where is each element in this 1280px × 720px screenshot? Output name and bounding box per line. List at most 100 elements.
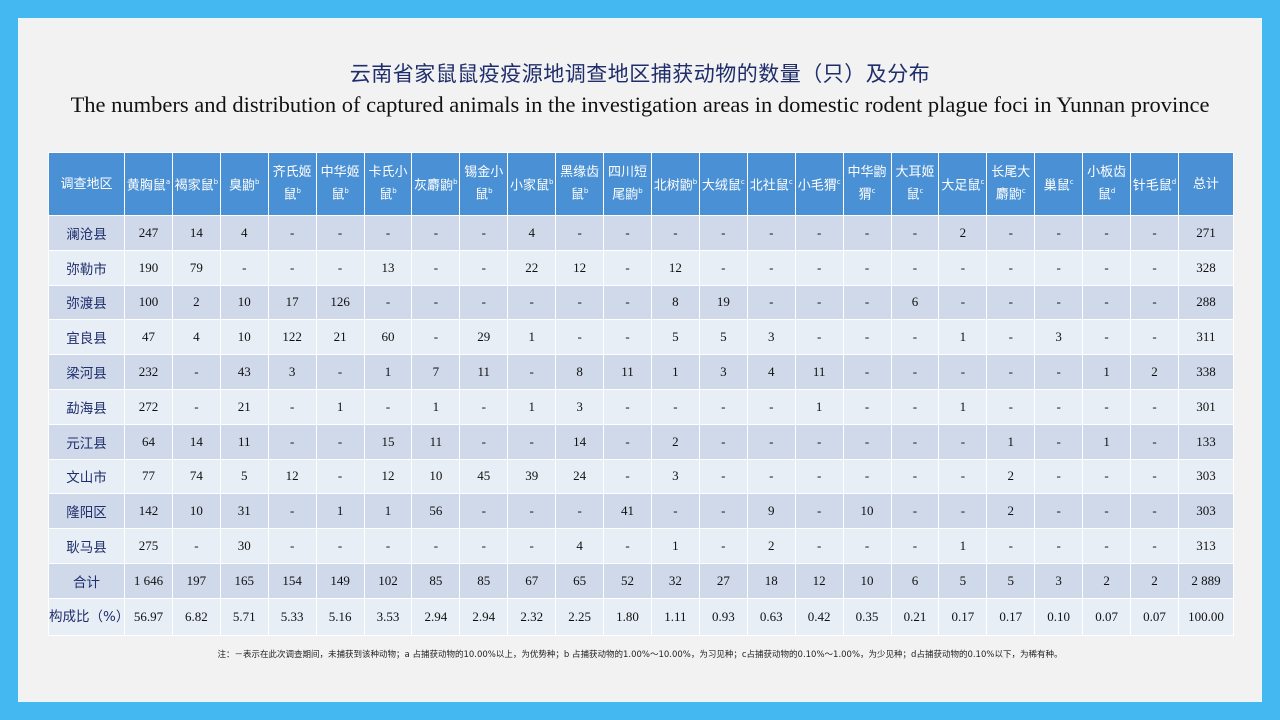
table-cell: - (986, 319, 1036, 356)
table-cell: - (459, 493, 509, 530)
row-total-cell: 313 (1177, 528, 1234, 564)
table-cell: 0.07 (1082, 597, 1132, 636)
header-species: 针毛鼠d (1130, 152, 1179, 216)
table-cell: 1 (1082, 423, 1132, 460)
table-cell: - (1130, 458, 1179, 495)
table-cell: - (698, 458, 748, 495)
table-cell: 2.32 (507, 597, 557, 636)
table-cell: 3.53 (363, 597, 413, 636)
table-cell: - (986, 284, 1036, 321)
species-frequency-marker: b (296, 187, 301, 196)
table-cell: 232 (124, 354, 173, 390)
species-frequency-marker: b (392, 187, 397, 196)
table-cell: 10 (219, 319, 269, 356)
table-cell: - (842, 388, 892, 425)
species-name: 小板齿鼠 (1087, 165, 1127, 203)
data-table-container: 调查地区 黄胸鼠a 褐家鼠b 臭鼩b 齐氏姬鼠b 中华姬鼠b 卡氏小鼠b 灰麝鼩b 锡金小鼠b 小… (48, 152, 1234, 636)
table-cell: 2.25 (555, 597, 605, 636)
table-row: 澜沧县 247 14 4- - - - -4- - - - - - - -2- - - -271 (48, 215, 1234, 251)
table-cell: 1 (363, 354, 413, 390)
table-cell: 2 (1082, 562, 1132, 599)
table-cell: - (842, 319, 892, 356)
table-cell: - (842, 215, 892, 251)
species-frequency-marker: d (1171, 177, 1177, 186)
table-cell: - (363, 215, 413, 251)
species-frequency-marker: b (638, 187, 643, 196)
table-body: 澜沧县 247 14 4- - - - -4- - - - - - - -2- - - -271 弥勒市 190 79-… (48, 215, 1234, 636)
table-cell: - (746, 215, 796, 251)
table-cell: 39 (507, 458, 557, 495)
table-row: 耿马县 275-30- - - - - -4-1-2- - -1- - - -313 (48, 528, 1234, 564)
table-cell: - (890, 249, 940, 286)
table-cell: - (459, 528, 509, 564)
row-region-label: 澜沧县 (48, 215, 125, 251)
row-total-cell: 288 (1177, 284, 1234, 321)
species-name: 大足鼠 (941, 178, 981, 194)
table-cell: 149 (315, 562, 365, 599)
table-cell: - (890, 493, 940, 530)
species-frequency-marker: c (919, 187, 924, 196)
table-cell: 56 (411, 493, 461, 530)
table-cell: 85 (459, 562, 509, 599)
table-cell: 32 (650, 562, 700, 599)
species-frequency-marker: b (692, 177, 698, 186)
table-row: 元江县 64 14 11- -15 11- -14-2- - - - - -1-1-133 (48, 423, 1234, 460)
table-cell: 0.63 (746, 597, 796, 636)
row-total-cell: 271 (1177, 215, 1234, 251)
table-cell: 9 (746, 493, 796, 530)
table-cell: 29 (459, 319, 509, 356)
table-cell: - (315, 423, 365, 460)
table-cell: - (411, 284, 461, 321)
table-cell: 43 (219, 354, 269, 390)
table-cell: 5 (986, 562, 1036, 599)
table-cell: - (890, 215, 940, 251)
table-cell: 1 (938, 388, 988, 425)
table-cell: 1.80 (603, 597, 652, 636)
table-cell: - (746, 458, 796, 495)
table-cell: - (1034, 493, 1084, 530)
table-cell: 0.10 (1034, 597, 1084, 636)
table-cell: - (1034, 388, 1084, 425)
species-frequency-marker: b (255, 177, 260, 186)
chinese-title: 云南省家鼠鼠疫疫源地调查地区捕获动物的数量（只）及分布 (349, 62, 931, 86)
table-cell: 0.42 (794, 597, 844, 636)
table-cell: - (363, 528, 413, 564)
table-cell: - (603, 284, 652, 321)
table-cell: - (315, 354, 365, 390)
species-frequency-marker: c (980, 177, 985, 186)
table-cell: 3 (650, 458, 700, 495)
table-cell: 5.71 (219, 597, 269, 636)
table-cell: 11 (794, 354, 844, 390)
table-cell: 154 (267, 562, 317, 599)
table-row: 合计 1 646 197 165 154 149 102 85 85 67 65 52 32 27 18 12… (48, 562, 1234, 599)
header-species: 中华姬鼠b (315, 152, 365, 216)
header-species: 小家鼠b (507, 152, 557, 216)
table-cell: - (411, 528, 461, 564)
table-cell: - (650, 388, 700, 425)
table-cell: - (1034, 458, 1084, 495)
table-cell: 47 (124, 319, 173, 356)
table-cell: 79 (171, 249, 221, 286)
species-frequency-marker: b (488, 187, 493, 196)
row-region-label: 构成比（%） (48, 597, 125, 636)
table-cell: - (698, 215, 748, 251)
species-frequency-marker: d (1110, 187, 1116, 196)
table-cell: 74 (171, 458, 221, 495)
table-cell: - (986, 354, 1036, 390)
species-name: 北社鼠 (749, 178, 789, 194)
table-cell: - (555, 284, 605, 321)
header-species: 黄胸鼠a (124, 152, 173, 216)
table-cell: 2 (650, 423, 700, 460)
table-row: 梁河县 232-43 3-1 7 11-8 11 1 3 4 11- - - - -1 2 338 (48, 354, 1234, 390)
table-cell: - (890, 528, 940, 564)
table-cell: - (411, 249, 461, 286)
table-cell: - (938, 493, 988, 530)
table-cell: - (890, 423, 940, 460)
table-cell: 5 (938, 562, 988, 599)
table-cell: - (1034, 423, 1084, 460)
table-cell: - (1082, 249, 1132, 286)
table-cell: - (219, 249, 269, 286)
table-cell: - (267, 493, 317, 530)
header-species: 长尾大麝鼩c (986, 152, 1036, 216)
table-cell: - (1082, 458, 1132, 495)
